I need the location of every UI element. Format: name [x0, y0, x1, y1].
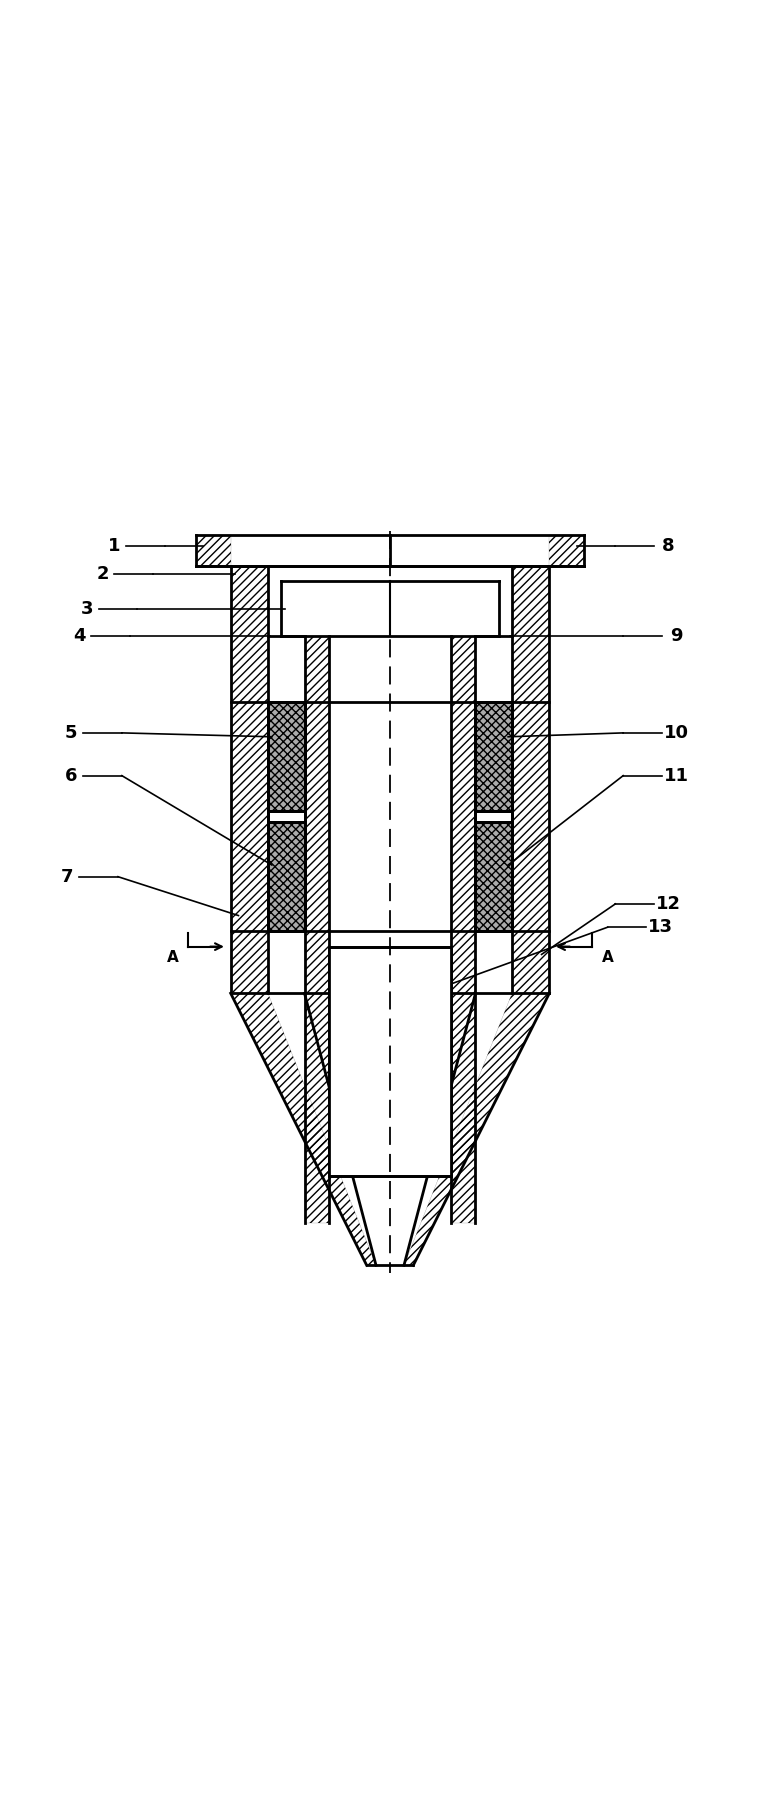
Bar [476, 702, 512, 810]
Text: 10: 10 [664, 724, 689, 742]
Text: 5: 5 [65, 724, 77, 742]
Bar [512, 565, 549, 994]
Text: 6: 6 [65, 767, 77, 785]
Bar [476, 823, 512, 931]
Bar [268, 702, 304, 810]
Text: 3: 3 [80, 599, 93, 617]
Text: 11: 11 [664, 767, 689, 785]
Bar [304, 635, 329, 1222]
Bar [231, 565, 268, 994]
Text: 1: 1 [108, 538, 120, 556]
Bar [329, 947, 451, 1175]
Bar [476, 810, 512, 823]
Text: 4: 4 [73, 626, 85, 644]
Bar [196, 535, 231, 565]
Bar [268, 810, 304, 823]
Text: 13: 13 [648, 918, 673, 936]
Text: 2: 2 [96, 565, 108, 583]
Text: A: A [601, 950, 614, 965]
Text: 9: 9 [670, 626, 682, 644]
Bar [549, 535, 584, 565]
Text: A: A [166, 950, 179, 965]
Text: 8: 8 [662, 538, 675, 556]
Text: 12: 12 [656, 895, 681, 913]
Bar [451, 635, 476, 1222]
Bar [268, 823, 304, 931]
Text: 7: 7 [61, 868, 73, 886]
